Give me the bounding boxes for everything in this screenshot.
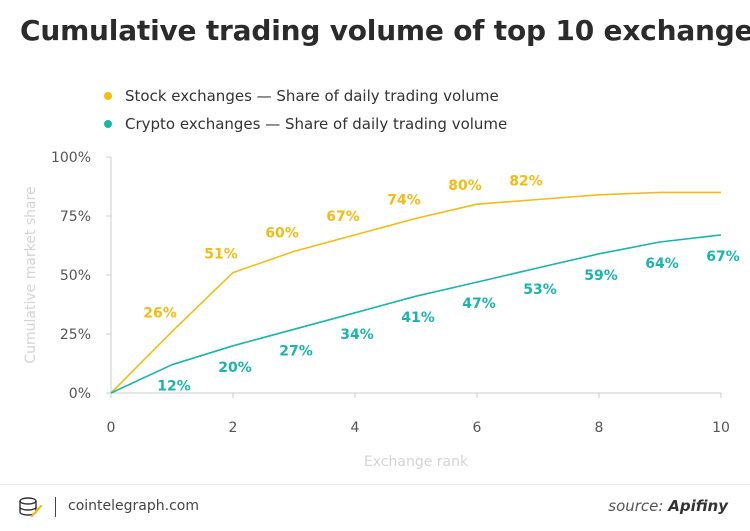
data-label-crypto: 20%: [218, 360, 252, 376]
site-name: cointelegraph.com: [68, 498, 199, 514]
legend-item-stock: Stock exchanges — Share of daily trading…: [104, 82, 507, 110]
x-tick-label: 10: [712, 420, 730, 436]
data-label-crypto: 47%: [462, 296, 496, 312]
axes: 0% 25% 50% 75% 100% 0 2 4 6 8 10 Exchange rank Cumul…: [23, 150, 730, 470]
data-label-stock: 74%: [387, 192, 421, 208]
data-label-crypto: 12%: [157, 379, 191, 395]
x-axis-title: Exchange rank: [364, 454, 469, 470]
series-line-stock: [110, 191, 721, 394]
x-tick-label: 2: [229, 420, 238, 436]
data-label-crypto: 41%: [401, 310, 435, 326]
source-credit: source: Apifiny: [608, 497, 728, 515]
data-label-crypto: 34%: [340, 327, 374, 343]
data-label-stock: 51%: [204, 247, 238, 263]
x-tick-label: 4: [351, 420, 360, 436]
source-name: Apifiny: [668, 497, 728, 515]
data-label-crypto: 59%: [584, 268, 618, 284]
data-label-crypto: 27%: [279, 343, 313, 359]
y-tick-label: 50%: [60, 268, 91, 284]
data-labels: 26% 51% 60% 67% 74% 80% 82% 12% 20% 27% 34% 41% 47% 5…: [143, 174, 740, 395]
y-tick-label: 0%: [69, 386, 91, 402]
chart-legend: Stock exchanges — Share of daily trading…: [104, 82, 507, 138]
series-lines: [110, 191, 722, 394]
x-tick-label: 0: [107, 420, 116, 436]
data-label-crypto: 67%: [706, 249, 740, 265]
data-label-stock: 60%: [265, 225, 299, 241]
footer-divider: [0, 484, 750, 485]
footer-separator: [55, 497, 56, 517]
series-line-crypto: [110, 234, 722, 394]
legend-label-crypto: Crypto exchanges — Share of daily tradin…: [125, 115, 508, 133]
cointelegraph-logo-icon: [19, 497, 43, 518]
legend-marker-crypto: [104, 120, 112, 128]
y-tick-label: 25%: [60, 327, 91, 343]
legend-marker-stock: [104, 92, 112, 100]
data-label-stock: 80%: [448, 178, 482, 194]
legend-item-crypto: Crypto exchanges — Share of daily tradin…: [104, 110, 507, 138]
source-prefix: source:: [608, 497, 664, 515]
legend-label-stock: Stock exchanges — Share of daily trading…: [125, 87, 499, 105]
y-tick-label: 75%: [60, 209, 91, 225]
data-label-crypto: 53%: [523, 282, 557, 298]
data-label-stock: 26%: [143, 306, 177, 322]
data-label-stock: 82%: [509, 174, 543, 190]
data-label-stock: 67%: [326, 209, 360, 225]
x-tick-label: 8: [595, 420, 604, 436]
chart-title: Cumulative trading volume of top 10 exch…: [20, 14, 750, 47]
x-tick-label: 6: [473, 420, 482, 436]
y-axis-title: Cumulative market share: [23, 186, 39, 363]
y-tick-label: 100%: [51, 150, 91, 166]
data-label-crypto: 64%: [645, 256, 679, 272]
